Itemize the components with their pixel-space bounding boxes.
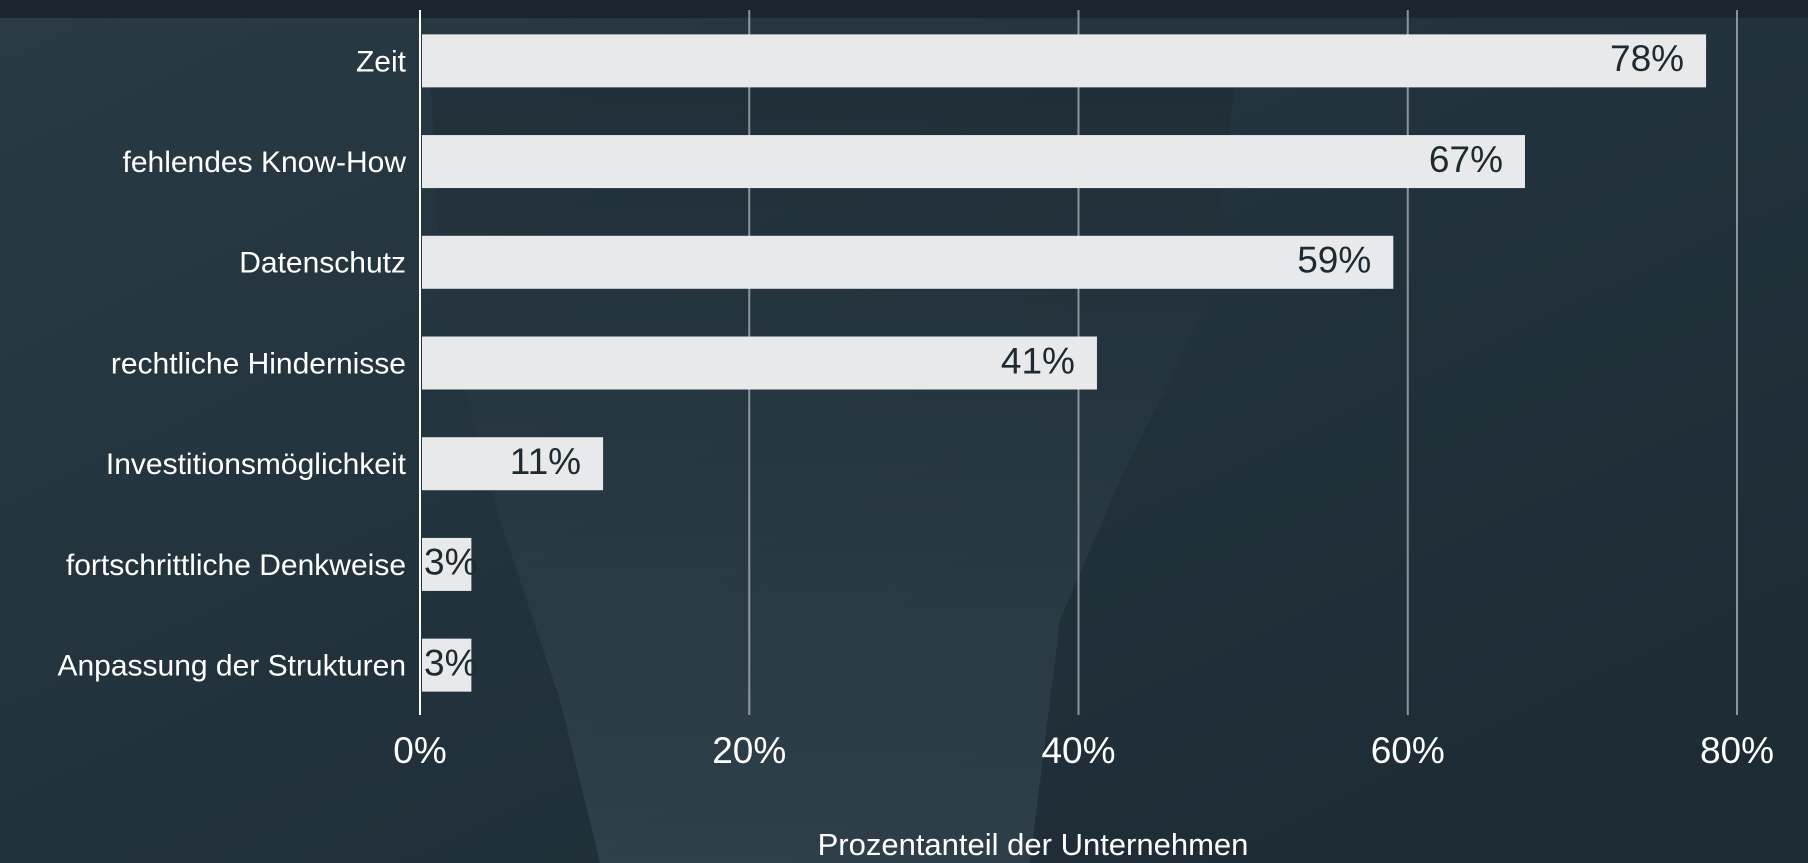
y-tick-label: Anpassung der Strukturen [57, 650, 406, 683]
x-tick-label: 40% [1041, 730, 1115, 771]
value-label: 67% [1429, 139, 1503, 180]
y-tick-label: fehlendes Know-How [123, 146, 407, 179]
bar [422, 135, 1525, 189]
x-tick-label: 20% [712, 730, 786, 771]
y-tick-label: Datenschutz [239, 247, 406, 280]
y-tick-label: fortschrittliche Denkweise [66, 549, 406, 582]
bar [422, 336, 1097, 390]
x-tick-label: 60% [1371, 730, 1445, 771]
y-tick-label: Zeit [356, 45, 407, 78]
bar [422, 537, 472, 591]
x-axis-title: Prozentanteil der Unternehmen [818, 827, 1249, 862]
y-tick-label: rechtliche Hindernisse [111, 347, 406, 380]
bar [422, 235, 1394, 289]
value-label: 78% [1610, 38, 1684, 79]
y-tick-label: Investitionsmöglichkeit [106, 448, 407, 481]
bar [422, 638, 472, 692]
value-label: 41% [1001, 340, 1075, 381]
value-label: 3% [424, 642, 477, 683]
value-label: 59% [1297, 240, 1371, 281]
bar [422, 34, 1707, 88]
water-surface [0, 0, 1808, 18]
x-tick-label: 80% [1700, 730, 1774, 771]
value-label: 11% [510, 441, 581, 482]
x-tick-label: 0% [393, 730, 446, 771]
value-label: 3% [424, 542, 477, 583]
bar [422, 437, 604, 491]
